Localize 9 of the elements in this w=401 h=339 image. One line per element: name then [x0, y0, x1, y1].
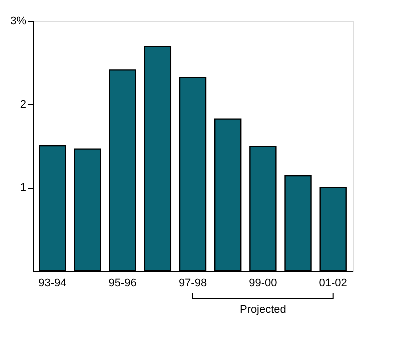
y-tick-label: 1 — [20, 182, 26, 194]
x-tick-label: 95-96 — [108, 278, 137, 290]
text: Projected — [240, 304, 286, 316]
x-tick-label: 93-94 — [38, 278, 67, 290]
x-tick-label: 97-98 — [178, 278, 208, 290]
x-tick-label: 01-02 — [319, 278, 348, 290]
y-tick-label: 3% — [10, 16, 27, 28]
x-tick-label: 99-00 — [249, 278, 278, 290]
y-tick-label: 2 — [20, 98, 26, 111]
